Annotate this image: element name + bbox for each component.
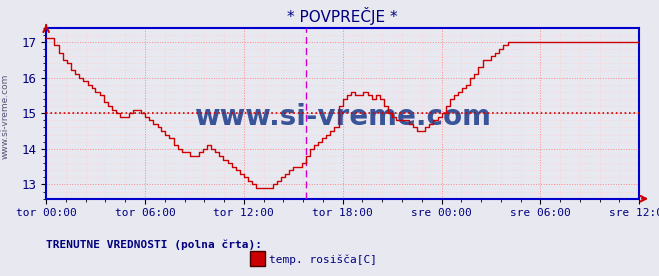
Text: www.si-vreme.com: www.si-vreme.com bbox=[1, 73, 10, 159]
Text: TRENUTNE VREDNOSTI (polna črta):: TRENUTNE VREDNOSTI (polna črta): bbox=[46, 240, 262, 250]
Text: www.si-vreme.com: www.si-vreme.com bbox=[194, 103, 491, 131]
Title: * POVPREČJE *: * POVPREČJE * bbox=[287, 7, 398, 25]
Text: temp. rosišča[C]: temp. rosišča[C] bbox=[269, 254, 377, 265]
